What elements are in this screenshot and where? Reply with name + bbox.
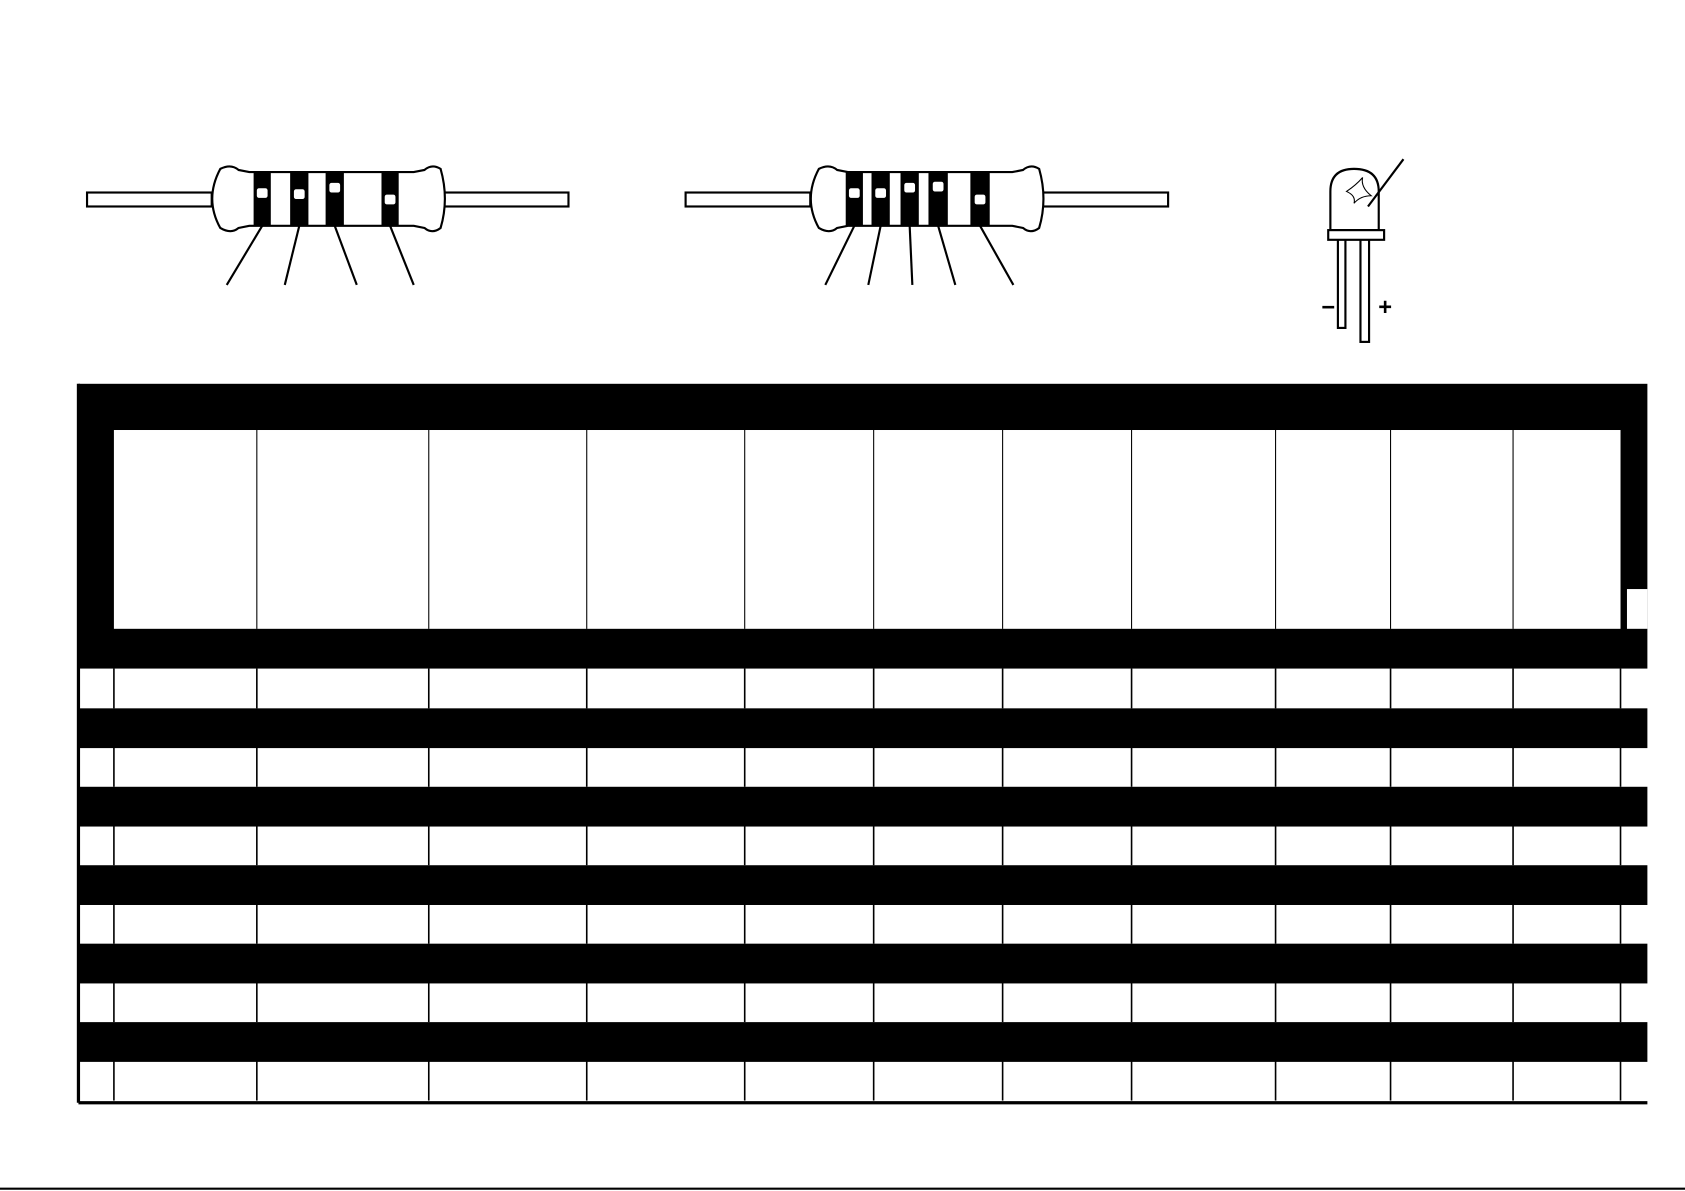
black-row [78,865,1648,905]
band-pointer [824,225,856,286]
band-dot [329,182,341,193]
band-pointer [225,225,264,286]
band-dot [974,194,986,205]
band-pointer [283,225,301,286]
band-dot [875,188,887,198]
band-pointer [908,225,914,285]
band [253,172,271,226]
band-dot [904,182,916,193]
band [325,172,344,226]
band-pointer [389,225,415,286]
table [76,383,1648,1105]
band-pointer [867,225,882,286]
black-row [78,1022,1648,1062]
band-pointer [937,225,957,286]
header-cell-area [113,430,1621,629]
bands [225,172,1015,286]
band-dot [293,189,305,199]
band-dot [384,194,396,205]
band-dot [848,188,860,198]
header-right-gap [1626,589,1648,629]
band-dot [256,188,268,198]
band [871,172,890,226]
minus-label: − [1321,295,1335,321]
plus-label: + [1378,295,1392,321]
band-dot [932,181,944,192]
band-pointer [333,225,358,286]
black-row [78,943,1648,984]
resistor-5-band [684,165,1170,233]
black-row [78,786,1648,827]
black-row [78,708,1648,749]
led: − + [1321,158,1405,343]
band-pointer [979,225,1015,286]
band [900,172,919,226]
band [928,172,948,226]
band [845,172,863,226]
